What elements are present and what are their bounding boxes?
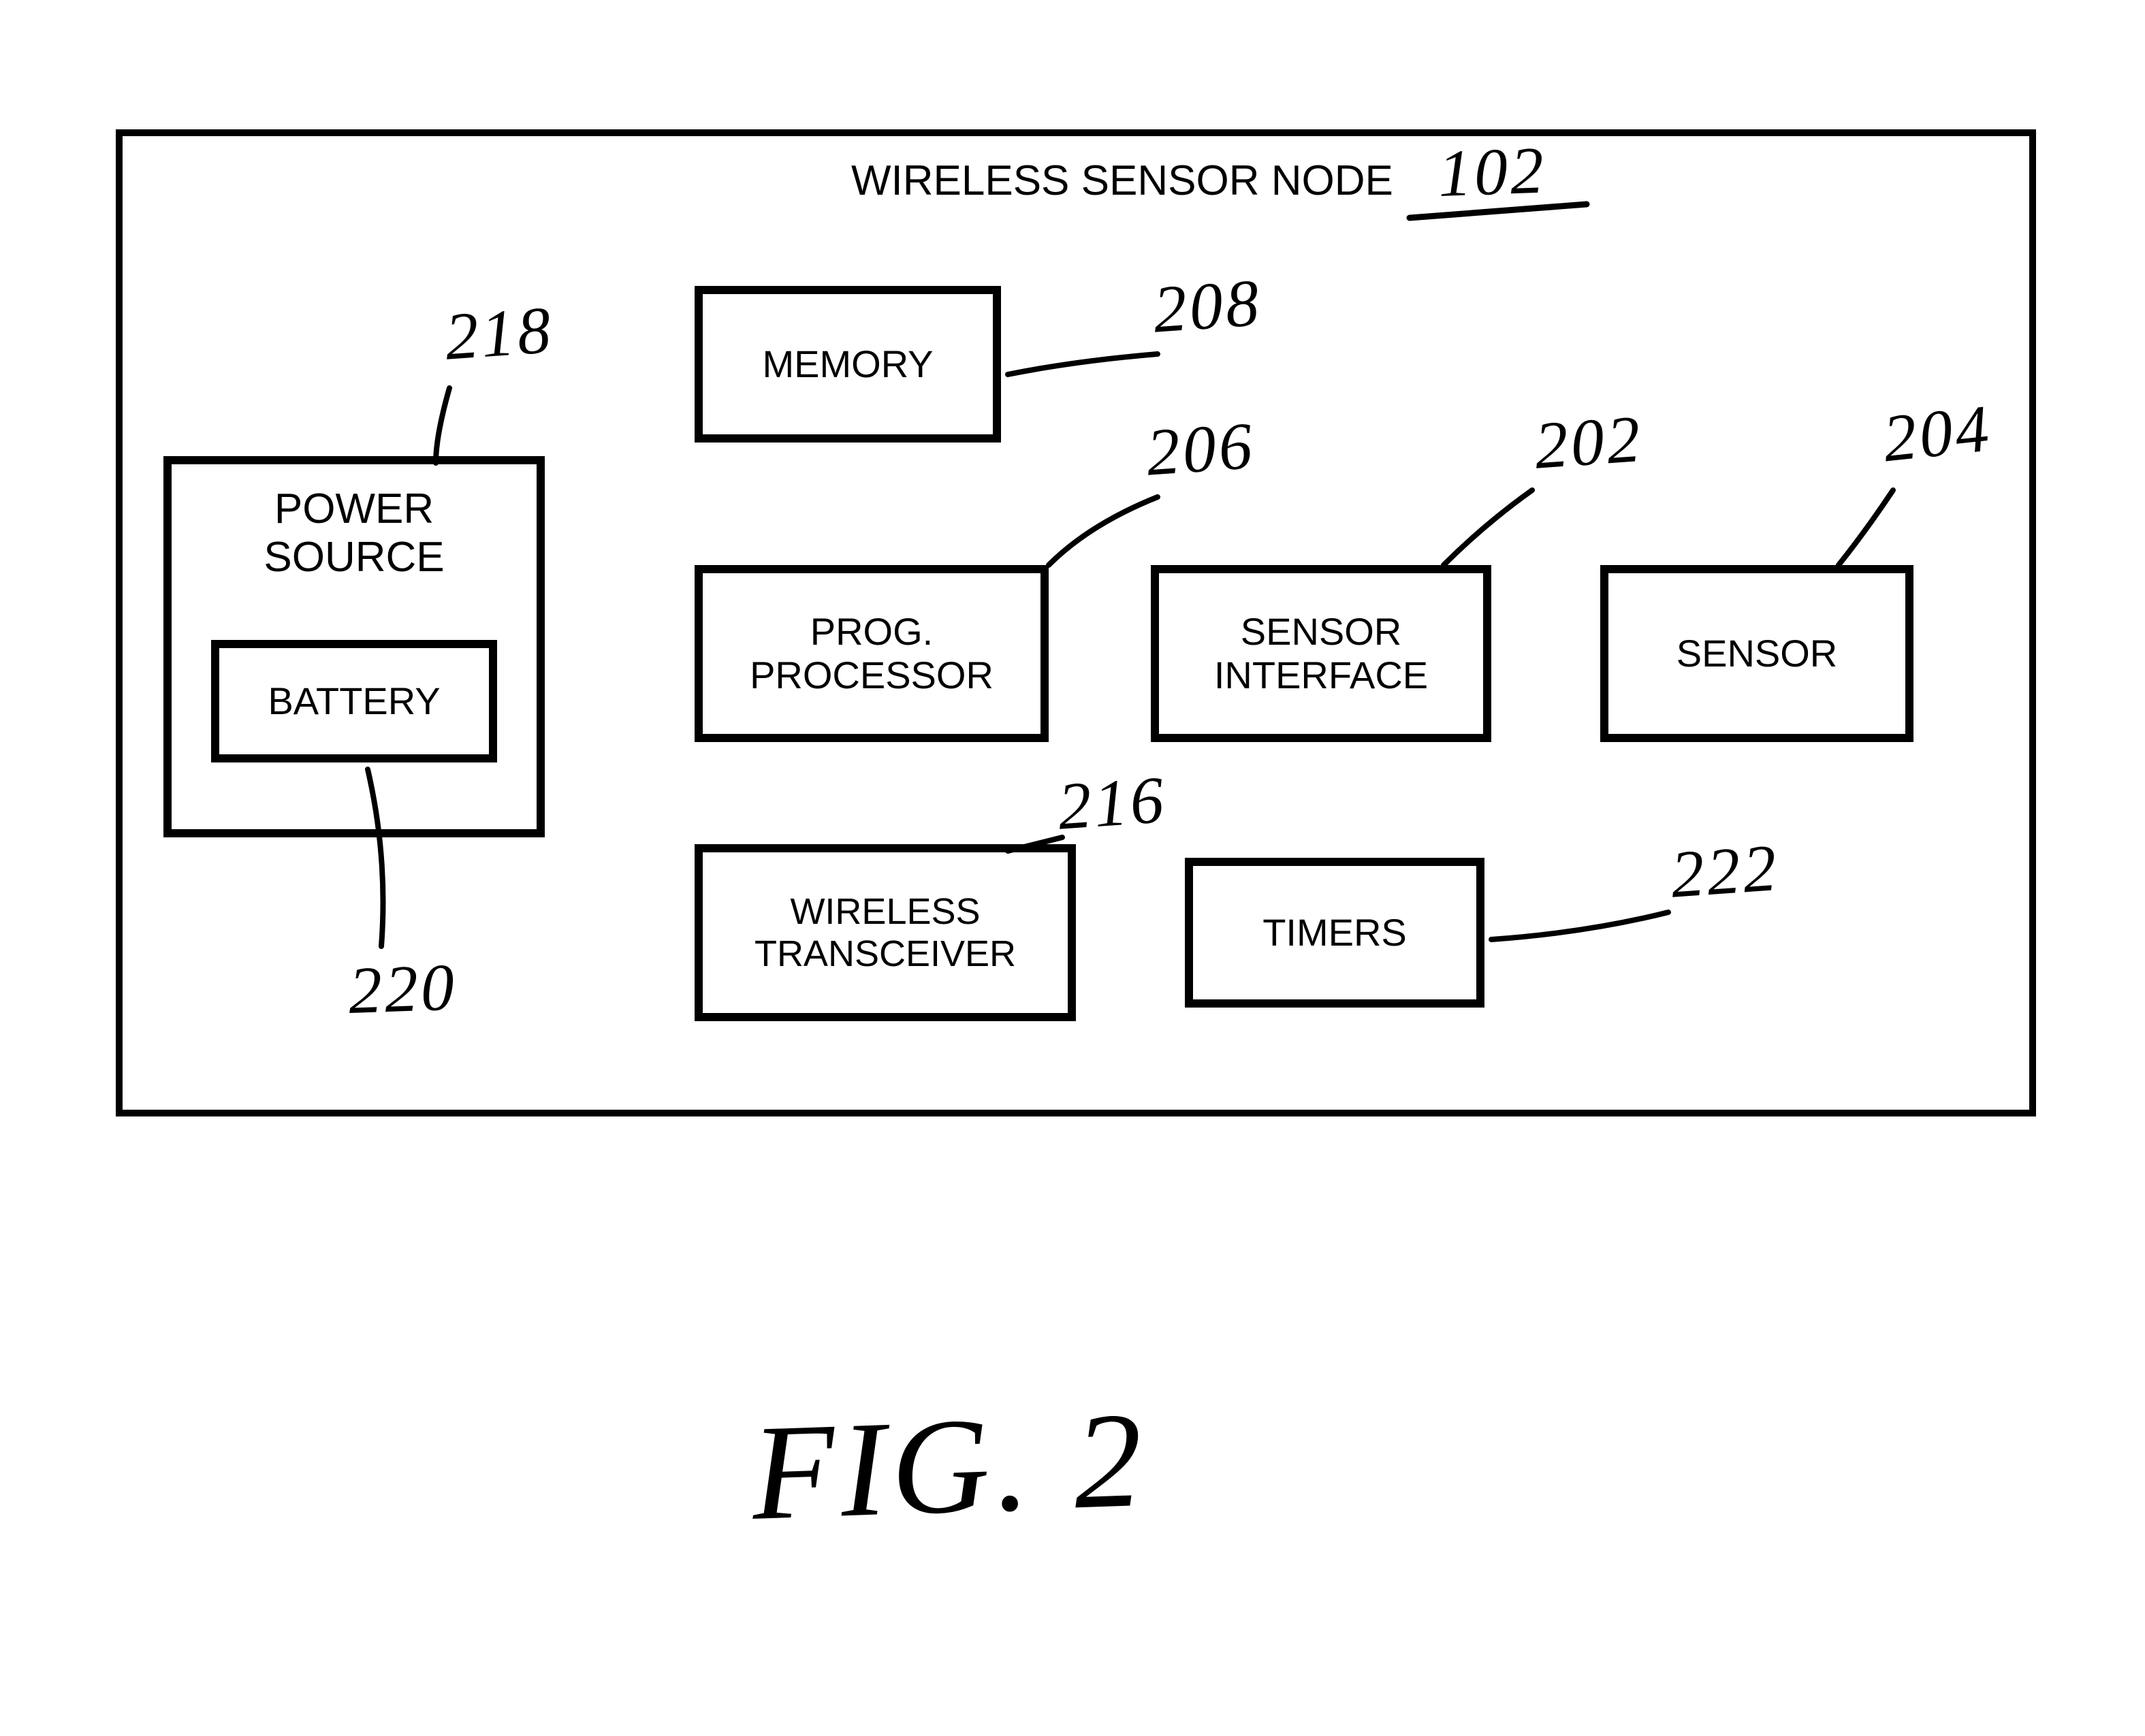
ref-102: 102 xyxy=(1437,132,1548,212)
container-title: WIRELESS SENSOR NODE xyxy=(851,157,1393,205)
block-battery: BATTERY xyxy=(211,640,497,762)
block-timers: TIMERS xyxy=(1185,858,1484,1008)
block-processor-label: PROG. PROCESSOR xyxy=(750,610,994,698)
figure-caption: FIG. 2 xyxy=(749,1382,1150,1552)
ref-220: 220 xyxy=(347,949,458,1029)
ref-202: 202 xyxy=(1532,401,1645,485)
block-power-source-label: POWER SOURCE xyxy=(264,485,444,582)
block-wireless-transceiver: WIRELESS TRANSCEIVER xyxy=(695,844,1076,1021)
block-sensor-label: SENSOR xyxy=(1677,632,1838,675)
ref-216: 216 xyxy=(1055,762,1169,846)
block-sensor: SENSOR xyxy=(1600,565,1913,742)
ref-208: 208 xyxy=(1151,265,1264,349)
ref-204: 204 xyxy=(1879,390,1995,477)
block-timers-label: TIMERS xyxy=(1262,911,1407,954)
block-memory-label: MEMORY xyxy=(763,342,934,386)
block-memory: MEMORY xyxy=(695,286,1001,443)
block-sensor-interface-label: SENSOR INTERFACE xyxy=(1214,610,1428,698)
block-battery-label: BATTERY xyxy=(268,679,440,723)
block-sensor-interface: SENSOR INTERFACE xyxy=(1151,565,1491,742)
ref-222: 222 xyxy=(1668,830,1781,914)
block-wireless-transceiver-label: WIRELESS TRANSCEIVER xyxy=(754,890,1016,975)
diagram-canvas: WIRELESS SENSOR NODE POWER SOURCE BATTER… xyxy=(0,0,2145,1736)
ref-206: 206 xyxy=(1144,408,1257,492)
block-processor: PROG. PROCESSOR xyxy=(695,565,1049,742)
ref-218: 218 xyxy=(443,292,556,376)
